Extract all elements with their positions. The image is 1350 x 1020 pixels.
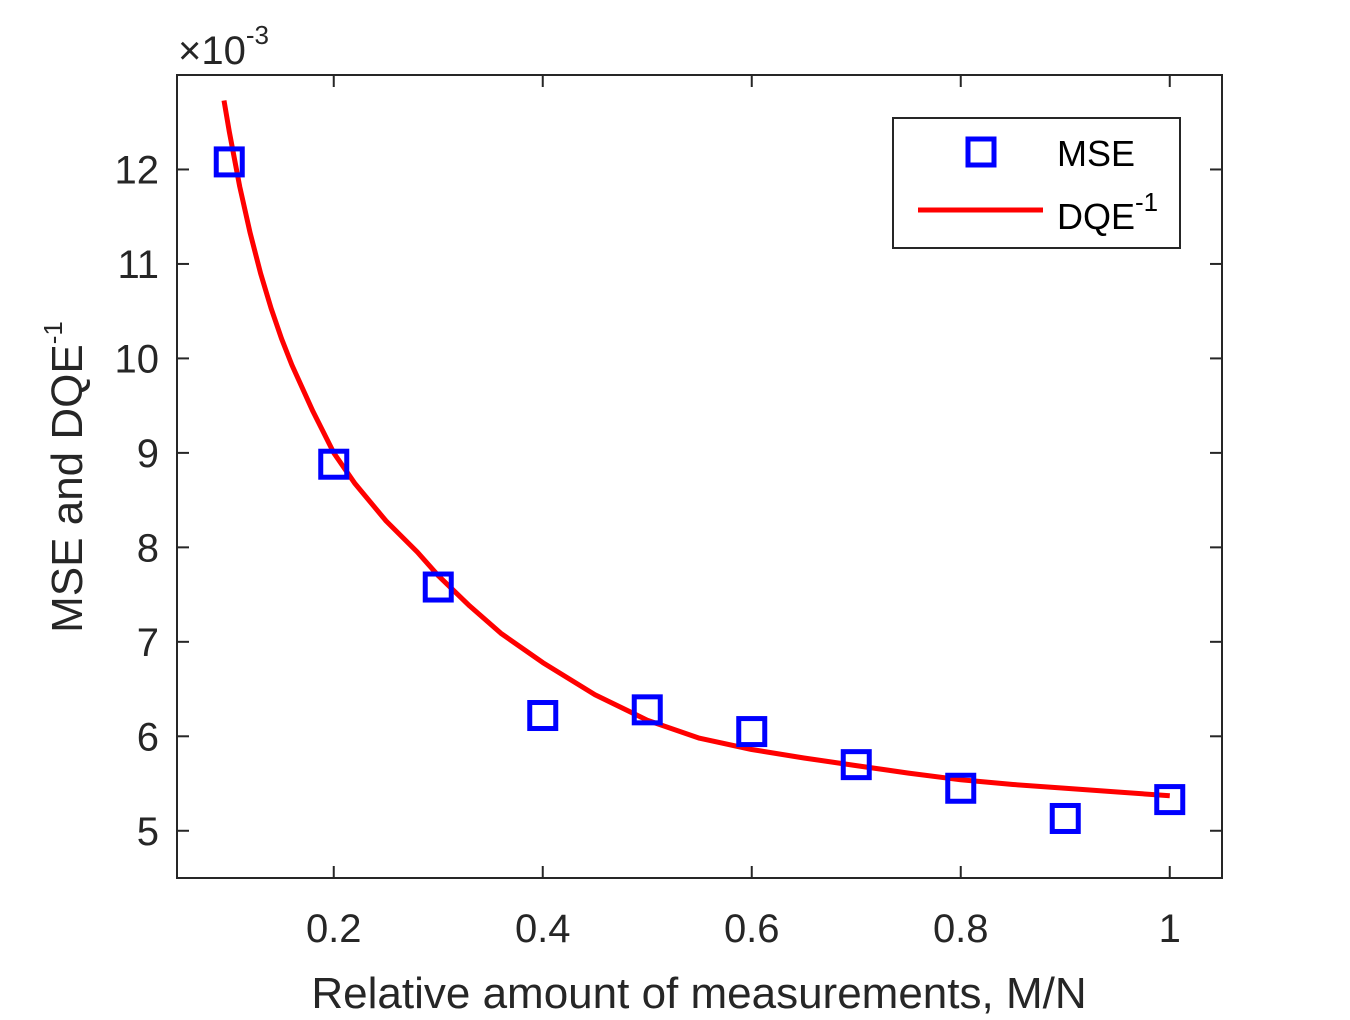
x-tick-label: 1 [1159, 907, 1181, 951]
y-tick-label: 12 [115, 148, 160, 192]
y-tick-label: 9 [137, 432, 159, 476]
y-tick-label: 10 [115, 337, 160, 381]
x-tick-label: 0.2 [306, 907, 362, 951]
legend: MSE DQE-1 [893, 118, 1180, 248]
legend-label-dqe-main: DQE [1057, 196, 1135, 237]
x-tick-label: 0.8 [933, 907, 989, 951]
y-tick-label: 7 [137, 621, 159, 665]
legend-label-dqe-sup: -1 [1135, 187, 1158, 217]
y-tick-label: 11 [117, 243, 159, 287]
y-tick-label: 6 [137, 715, 159, 759]
y-axis-title-sup: -1 [38, 321, 68, 344]
x-tick-label: 0.4 [515, 907, 571, 951]
y-multiplier-base: ×10 [178, 29, 246, 73]
x-tick-label: 0.6 [724, 907, 780, 951]
x-axis-title: Relative amount of measurements, M/N [311, 969, 1086, 1018]
y-tick-label: 5 [137, 810, 159, 854]
y-axis-title-main: MSE and DQE [43, 344, 92, 633]
legend-label-mse: MSE [1057, 133, 1135, 174]
y-axis-title: MSE and DQE-1 [38, 321, 92, 633]
legend-box [893, 118, 1180, 248]
y-tick-label: 8 [137, 526, 159, 570]
y-multiplier-exponent: -3 [246, 20, 269, 50]
